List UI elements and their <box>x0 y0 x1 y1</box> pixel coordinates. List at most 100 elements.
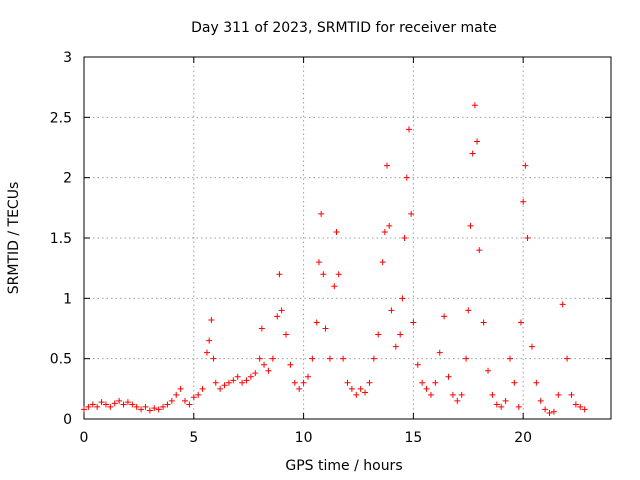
x-tick-label: 15 <box>404 430 422 446</box>
data-point <box>469 150 476 157</box>
data-point <box>386 222 393 229</box>
data-point <box>85 403 92 410</box>
data-point <box>515 403 522 410</box>
data-point <box>107 403 114 410</box>
data-point <box>449 391 456 398</box>
data-point <box>234 373 241 380</box>
data-point <box>124 399 131 406</box>
data-point <box>261 361 268 368</box>
data-point <box>403 174 410 181</box>
data-point <box>432 379 439 386</box>
y-tick-labels: 0 0.5 1 1.5 2 2.5 3 <box>50 50 72 428</box>
data-point <box>410 319 417 326</box>
data-point <box>318 210 325 217</box>
x-tick-label: 10 <box>295 430 313 446</box>
data-point <box>186 401 193 408</box>
data-point <box>522 162 529 169</box>
data-point <box>474 138 481 145</box>
data-point <box>388 307 395 314</box>
data-point <box>94 403 101 410</box>
data-points <box>81 102 588 416</box>
grid-lines <box>84 57 611 419</box>
data-point <box>471 102 478 109</box>
data-point <box>265 367 272 374</box>
data-point <box>572 401 579 408</box>
data-point <box>98 399 105 406</box>
data-point <box>230 377 237 384</box>
data-point <box>199 385 206 392</box>
data-point <box>138 406 145 413</box>
data-point <box>304 373 311 380</box>
data-point <box>258 325 265 332</box>
data-point <box>533 379 540 386</box>
data-point <box>210 355 217 362</box>
y-tick-label: 0 <box>63 412 72 428</box>
data-point <box>401 235 408 241</box>
data-point <box>357 385 364 392</box>
data-point <box>217 385 224 392</box>
data-point <box>414 361 421 368</box>
data-point <box>375 331 382 338</box>
data-point <box>581 406 588 413</box>
data-point <box>278 307 285 314</box>
data-point <box>419 379 426 386</box>
data-point <box>550 408 557 415</box>
data-point <box>146 407 153 414</box>
data-point <box>203 349 210 356</box>
data-point <box>399 295 406 302</box>
data-point <box>296 385 303 392</box>
data-point <box>300 379 307 386</box>
data-point <box>458 391 465 398</box>
data-point <box>427 391 434 398</box>
data-point <box>555 391 562 398</box>
data-point <box>559 301 566 308</box>
data-point <box>89 401 96 408</box>
data-point <box>287 361 294 368</box>
data-point <box>225 379 232 386</box>
data-point <box>256 355 263 362</box>
data-point <box>274 313 281 320</box>
data-point <box>102 401 109 408</box>
x-tick-labels: 0 5 10 15 20 <box>80 430 533 446</box>
data-point <box>366 379 373 386</box>
data-point <box>528 343 535 350</box>
data-point <box>269 355 276 362</box>
data-point <box>173 391 180 398</box>
data-point <box>498 403 505 410</box>
data-point <box>81 406 87 413</box>
data-point <box>239 379 246 386</box>
data-point <box>348 385 355 392</box>
data-point <box>340 355 347 362</box>
data-point <box>195 391 202 398</box>
data-point <box>111 400 118 407</box>
data-point <box>142 403 149 410</box>
data-point <box>381 228 388 235</box>
data-point <box>480 319 487 326</box>
data-point <box>370 355 377 362</box>
data-point <box>465 307 472 314</box>
data-point <box>537 397 544 404</box>
data-point <box>517 319 524 326</box>
data-point <box>182 397 189 404</box>
data-point <box>511 379 518 386</box>
data-point <box>408 210 415 217</box>
data-point <box>546 409 553 416</box>
data-point <box>423 385 430 392</box>
data-point <box>493 401 500 408</box>
data-point <box>160 403 167 410</box>
data-point <box>221 382 228 389</box>
data-point <box>397 331 404 338</box>
data-point <box>436 349 443 356</box>
data-point <box>243 377 250 384</box>
data-point <box>568 391 575 398</box>
data-point <box>542 406 549 413</box>
data-point <box>133 403 140 410</box>
data-point <box>564 355 571 362</box>
data-point <box>502 397 509 404</box>
y-tick-label: 2 <box>63 171 72 187</box>
data-point <box>331 283 338 290</box>
y-tick-label: 1.5 <box>50 231 72 247</box>
x-tick-label: 5 <box>189 430 198 446</box>
data-point <box>467 222 474 229</box>
data-point <box>212 379 219 386</box>
